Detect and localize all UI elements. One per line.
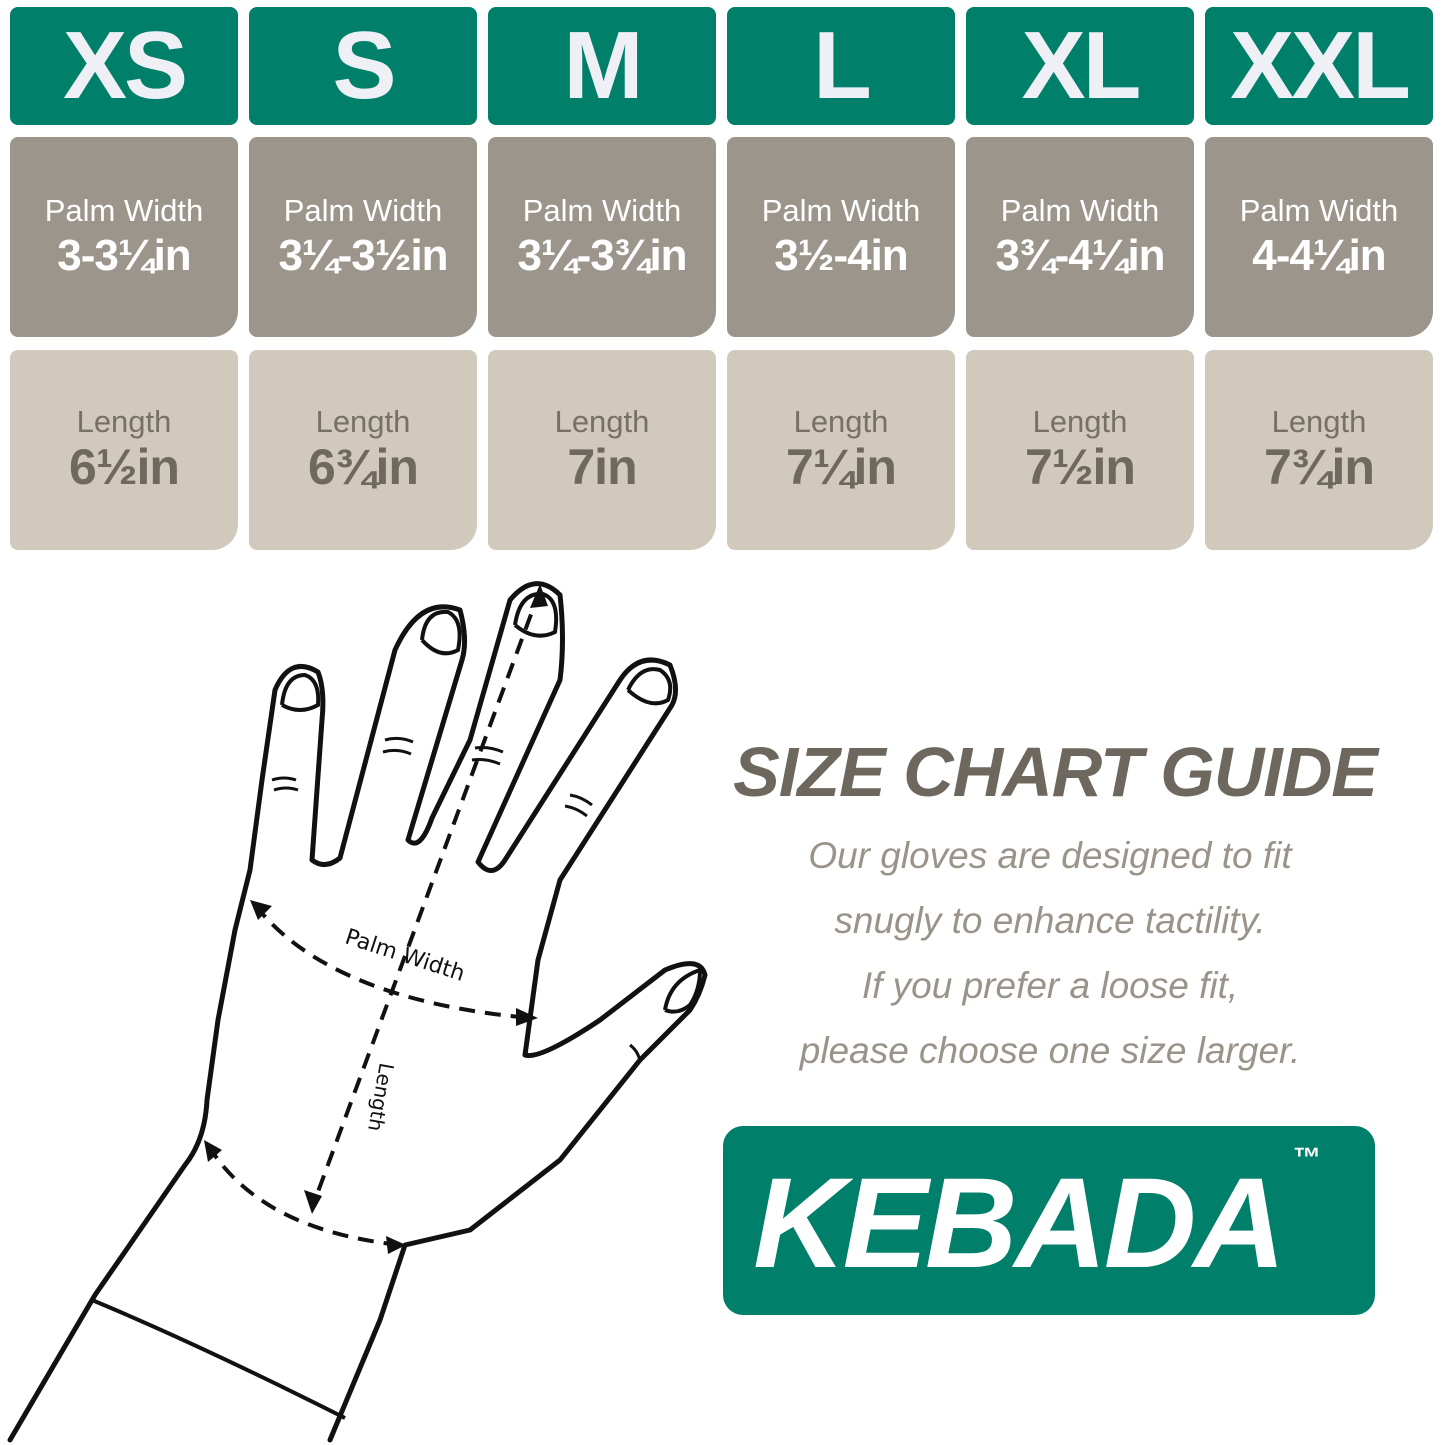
measurement-arrows xyxy=(206,589,542,1247)
palm-width-label: Palm Width xyxy=(1000,193,1160,228)
palm-width-label: Palm Width xyxy=(1239,193,1399,228)
palm-width-value: 3¾-4¼in xyxy=(995,231,1165,280)
size-label: M xyxy=(488,7,716,125)
trademark-symbol: ™ xyxy=(1293,1142,1321,1173)
fingernail-middle xyxy=(513,591,559,638)
length-label: Length xyxy=(76,404,172,439)
palm-width-cell: Palm Width 3¾-4¼in xyxy=(966,137,1194,337)
fingernail-index xyxy=(626,667,673,706)
palm-width-value: 4-4¼in xyxy=(1252,231,1386,280)
length-cell: Length 7½in xyxy=(966,350,1194,550)
length-cell: Length 6¾in xyxy=(249,350,477,550)
length-cell: Length 6½in xyxy=(10,350,238,550)
fingernail-ring xyxy=(420,609,462,656)
brand-logo: KEBADA ™ xyxy=(723,1126,1375,1315)
hand-outline xyxy=(7,581,708,1443)
length-label: Length xyxy=(793,404,889,439)
palm-width-value: 3¼-3½in xyxy=(278,231,448,280)
palm-width-label: Palm Width xyxy=(522,193,682,228)
length-cell: Length 7in xyxy=(488,350,716,550)
length-value: 7in xyxy=(567,439,637,495)
length-label: Length xyxy=(1271,404,1367,439)
length-label: Length xyxy=(554,404,650,439)
brand-name: KEBADA xyxy=(753,1152,1286,1295)
length-value: 7½in xyxy=(1025,439,1136,495)
guide-text-line: Our gloves are designed to fit xyxy=(808,835,1292,876)
length-value: 6¾in xyxy=(308,439,419,495)
length-label: Length xyxy=(315,404,411,439)
knuckle-creases xyxy=(271,736,642,1062)
length-label: Length xyxy=(363,1061,399,1133)
length-value: 7¾in xyxy=(1264,439,1375,495)
size-label: XS xyxy=(10,7,238,125)
palm-width-cell: Palm Width 4-4¼in xyxy=(1205,137,1433,337)
palm-width-value: 3½-4in xyxy=(774,231,908,280)
hand-measurement-diagram: Palm Width Length xyxy=(7,581,708,1443)
palm-width-cell: Palm Width 3-3¼in xyxy=(10,137,238,337)
guide-text-line: snugly to enhance tactility. xyxy=(834,900,1266,941)
thumbnail xyxy=(663,967,703,1014)
palm-width-label: Palm Width xyxy=(283,193,443,228)
length-value: 7¼in xyxy=(786,439,897,495)
guide-text-line: If you prefer a loose fit, xyxy=(861,965,1239,1006)
size-label: XXL xyxy=(1205,7,1433,125)
palm-width-value: 3¼-3¾in xyxy=(517,231,687,280)
palm-width-label: Palm Width xyxy=(44,193,204,228)
palm-width-arrow xyxy=(253,903,531,1020)
palm-width-cell: Palm Width 3½-4in xyxy=(727,137,955,337)
palm-width-cell: Palm Width 3¼-3½in xyxy=(249,137,477,337)
length-cell: Length 7¾in xyxy=(1205,350,1433,550)
palm-width-label: Palm Width xyxy=(761,193,921,228)
size-label: XL xyxy=(966,7,1194,125)
length-cell: Length 7¼in xyxy=(727,350,955,550)
palm-width-label: Palm Width xyxy=(342,925,468,987)
palm-width-value: 3-3¼in xyxy=(57,231,191,280)
length-label: Length xyxy=(1032,404,1128,439)
palm-width-cell: Palm Width 3¼-3¾in xyxy=(488,137,716,337)
length-value: 6½in xyxy=(69,439,180,495)
arrowheads xyxy=(204,584,548,1254)
size-label: S xyxy=(249,7,477,125)
cuff-line xyxy=(91,1298,346,1420)
guide-text-line: please choose one size larger. xyxy=(799,1030,1301,1071)
size-label: L xyxy=(727,7,955,125)
guide-title: SIZE CHART GUIDE xyxy=(733,733,1378,811)
fingernail-pinky xyxy=(280,672,321,712)
wrist-arrow xyxy=(206,1143,401,1247)
length-arrow xyxy=(310,589,542,1209)
